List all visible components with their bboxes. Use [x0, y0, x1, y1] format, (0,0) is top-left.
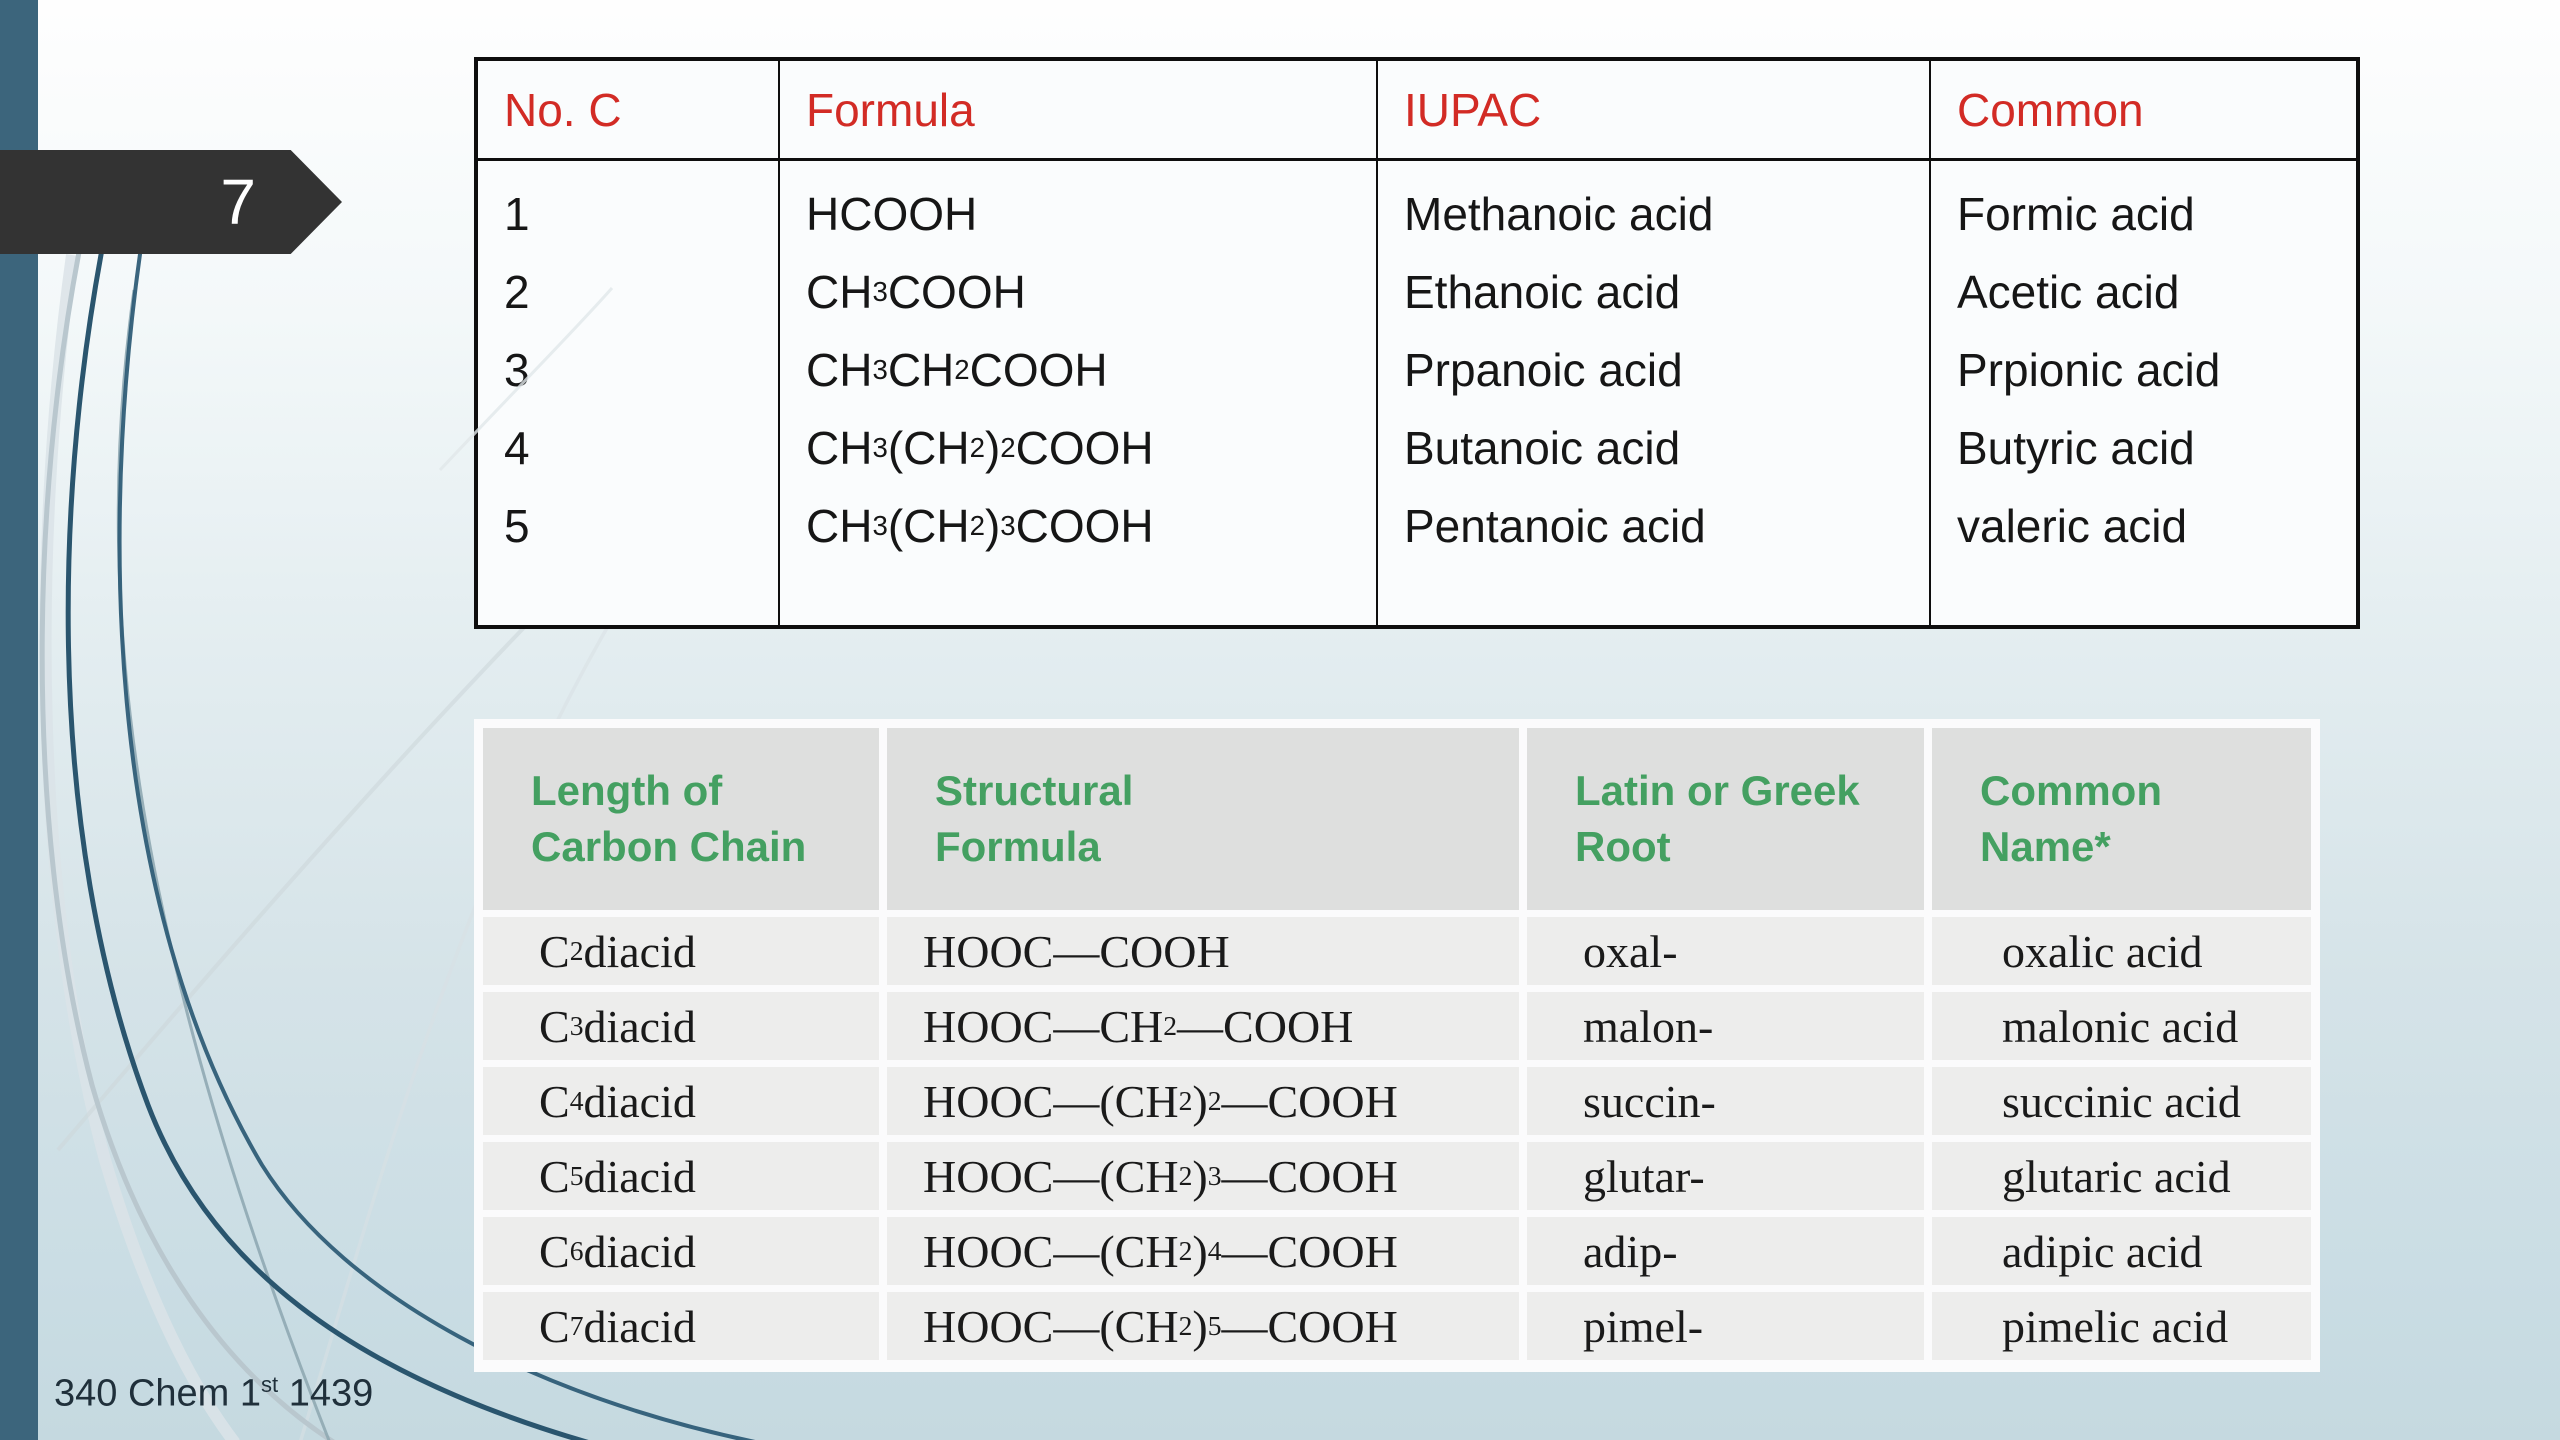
footer-text: 340 Chem 1st 1439	[54, 1372, 374, 1415]
diacid-table-cell: succin-	[1527, 1067, 1924, 1135]
acid-table-cell: Prpionic acid	[1957, 344, 2221, 396]
carboxylic-acid-table: No. C Formula IUPAC Common 1 2 3 4 5 HCOOH CH 3 COOH…	[474, 57, 2360, 629]
diacid-table-header-cell: Common Name*	[1932, 728, 2311, 910]
diacid-table-cell: glutaric acid	[1932, 1142, 2311, 1210]
acid-table-column: Formic acid Acetic acid Prpionic acid Butyr…	[1931, 161, 2356, 625]
slide-number-arrow: 7	[0, 150, 342, 254]
acid-table-cell: Butyric acid	[1957, 422, 2195, 474]
acid-table-header-cell: IUPAC	[1378, 61, 1931, 161]
acid-table-cell: Ethanoic acid	[1404, 266, 1681, 318]
acid-table-cell: Pentanoic acid	[1404, 500, 1706, 552]
acid-table-cell: 3	[504, 344, 530, 396]
diacid-table-cell: HOOC—(CH 2) 3 —COOH	[887, 1142, 1519, 1210]
diacid-table-header-cell: Latin or Greek Root	[1527, 728, 1924, 910]
diacid-table-cell: HOOC—(CH 2) 2 —COOH	[887, 1067, 1519, 1135]
acid-table-column: 1 2 3 4 5	[478, 161, 780, 625]
diacid-table-cell: malon-	[1527, 992, 1924, 1060]
acid-table-cell: Butanoic acid	[1404, 422, 1681, 474]
acid-table-cell: CH 3 (CH 2) 3 COOH	[806, 500, 1154, 552]
acid-table-cell: CH 3 CH 2 COOH	[806, 344, 1108, 396]
acid-table-header-cell: Formula	[780, 61, 1378, 161]
diacid-table-cell: pimelic acid	[1932, 1292, 2311, 1360]
diacid-table-header-cell: Length of Carbon Chain	[483, 728, 879, 910]
acid-table-column: HCOOH CH 3 COOH CH 3 CH 2 COOH CH 3 (CH 2) 2 COOH CH 3 (C…	[780, 161, 1378, 625]
diacid-table: Length of Carbon Chain Structural Formula La…	[474, 719, 2320, 1372]
acid-table-cell: Prpanoic acid	[1404, 344, 1683, 396]
diacid-table-cell: glutar-	[1527, 1142, 1924, 1210]
diacid-table-cell: HOOC—(CH 2) 5 —COOH	[887, 1292, 1519, 1360]
acid-table-cell: CH 3 (CH 2) 2 COOH	[806, 422, 1154, 474]
diacid-table-cell: adip-	[1527, 1217, 1924, 1285]
diacid-table-cell: oxalic acid	[1932, 917, 2311, 985]
acid-table-header-cell: Common	[1931, 61, 2356, 161]
slide-number: 7	[220, 166, 256, 238]
acid-table-cell: HCOOH	[806, 188, 978, 240]
diacid-table-cell: succinic acid	[1932, 1067, 2311, 1135]
diacid-table-cell: HOOC—(CH 2) 4 —COOH	[887, 1217, 1519, 1285]
acid-table-cell: valeric acid	[1957, 500, 2188, 552]
diacid-table-cell: malonic acid	[1932, 992, 2311, 1060]
diacid-table-cell: HOOC—COOH	[887, 917, 1519, 985]
acid-table-cell: Methanoic acid	[1404, 188, 1714, 240]
acid-table-column: Methanoic acid Ethanoic acid Prpanoic acid…	[1378, 161, 1931, 625]
acid-table-cell: CH 3 COOH	[806, 266, 1026, 318]
diacid-table-cell: adipic acid	[1932, 1217, 2311, 1285]
acid-table-cell: 5	[504, 500, 530, 552]
acid-table-cell: 2	[504, 266, 530, 318]
diacid-table-cell: HOOC—CH 2 —COOH	[887, 992, 1519, 1060]
acid-table-cell: Formic acid	[1957, 188, 2195, 240]
acid-table-cell: Acetic acid	[1957, 266, 2180, 318]
acid-table-cell: 1	[504, 188, 530, 240]
acid-table-cell: 4	[504, 422, 530, 474]
diacid-table-cell: oxal-	[1527, 917, 1924, 985]
diacid-table-header-cell: Structural Formula	[887, 728, 1519, 910]
diacid-table-cell: pimel-	[1527, 1292, 1924, 1360]
acid-table-header-cell: No. C	[478, 61, 780, 161]
